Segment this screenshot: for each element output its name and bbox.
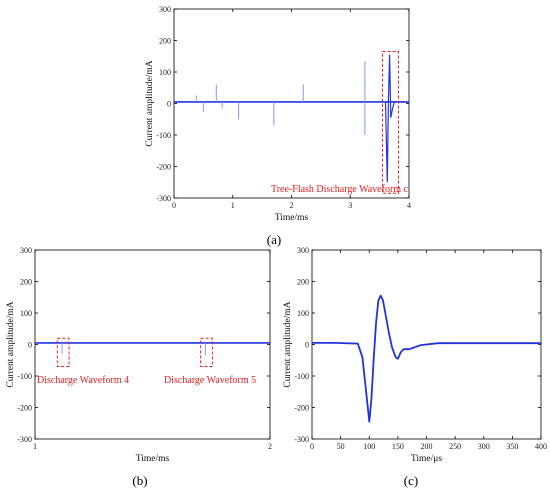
x-tick-label: 2 bbox=[268, 442, 272, 451]
y-tick-label: 100 bbox=[159, 68, 171, 77]
plot-frame bbox=[34, 249, 271, 440]
panel-label: (a) bbox=[267, 232, 281, 247]
y-axis-label: Current amplitude/mA bbox=[6, 301, 16, 387]
y-tick-label: -200 bbox=[17, 404, 32, 413]
x-tick-label: 250 bbox=[449, 442, 461, 451]
y-tick-label: 0 bbox=[28, 341, 32, 350]
y-tick-label: 300 bbox=[159, 5, 171, 14]
panel-label: (c) bbox=[404, 473, 418, 488]
panel-label: (b) bbox=[132, 473, 147, 488]
highlight-box bbox=[382, 51, 399, 194]
x-tick-label: 1 bbox=[231, 201, 235, 210]
x-axis-label: Time/ms bbox=[136, 454, 170, 464]
y-tick-label: 200 bbox=[159, 37, 171, 46]
highlight-box bbox=[56, 337, 70, 368]
y-tick-label: 100 bbox=[20, 309, 32, 318]
x-tick-label: 4 bbox=[407, 201, 411, 210]
x-tick-label: 1 bbox=[33, 442, 37, 451]
x-tick-label: 150 bbox=[392, 442, 404, 451]
y-tick-label: 300 bbox=[20, 246, 32, 255]
y-tick-label: -200 bbox=[294, 404, 309, 413]
x-tick-label: 300 bbox=[478, 442, 490, 451]
x-tick-label: 0 bbox=[172, 201, 176, 210]
panel-c-chart: -300 -200 -100 0 100 200 300 0 50 100 150 200 250 300… bbox=[283, 246, 547, 488]
y-tick-label: -300 bbox=[294, 435, 309, 444]
panel-b-chart: -300 -200 -100 0 100 200 300 1 2 Time/ms Current a… bbox=[6, 246, 272, 488]
y-axis-label: Current amplitude/mA bbox=[283, 301, 293, 387]
x-tick-label: 3 bbox=[348, 201, 352, 210]
x-axis-label: Time/μs bbox=[411, 454, 442, 464]
plot-frame bbox=[173, 8, 410, 199]
waveform-c-line bbox=[382, 54, 404, 183]
annotation-waveform-5: Discharge Waveform 5 bbox=[164, 375, 256, 386]
highlight-box bbox=[200, 337, 213, 368]
x-tick-label: 2 bbox=[290, 201, 294, 210]
y-tick-label: -100 bbox=[156, 131, 171, 140]
x-axis-label: Time/ms bbox=[275, 213, 309, 223]
y-tick-label: -100 bbox=[17, 372, 32, 381]
y-tick-label: -300 bbox=[156, 194, 171, 203]
x-tick-label: 400 bbox=[535, 442, 547, 451]
y-tick-label: -200 bbox=[156, 163, 171, 172]
x-tick-label: 0 bbox=[310, 442, 314, 451]
x-tick-label: 50 bbox=[337, 442, 345, 451]
annotation-waveform-c: Tree-Flash Discharge Waveform c bbox=[271, 184, 409, 195]
y-tick-label: 100 bbox=[297, 309, 309, 318]
annotation-waveform-4: Discharge Waveform 4 bbox=[37, 375, 129, 386]
y-tick-label: 0 bbox=[305, 341, 309, 350]
x-tick-label: 100 bbox=[363, 442, 375, 451]
panel-a-chart: -300 -200 -100 0 100 200 300 0 1 2 3 4 Time/ms Curren… bbox=[145, 5, 411, 247]
y-tick-label: -100 bbox=[294, 372, 309, 381]
y-tick-label: -300 bbox=[17, 435, 32, 444]
y-tick-label: 200 bbox=[20, 278, 32, 287]
current-waveform-line bbox=[312, 294, 541, 423]
y-tick-label: 300 bbox=[297, 246, 309, 255]
y-tick-label: 0 bbox=[167, 100, 171, 109]
x-tick-label: 200 bbox=[421, 442, 433, 451]
y-axis-label: Current amplitude/mA bbox=[145, 60, 155, 146]
y-tick-label: 200 bbox=[297, 278, 309, 287]
x-tick-label: 350 bbox=[506, 442, 518, 451]
